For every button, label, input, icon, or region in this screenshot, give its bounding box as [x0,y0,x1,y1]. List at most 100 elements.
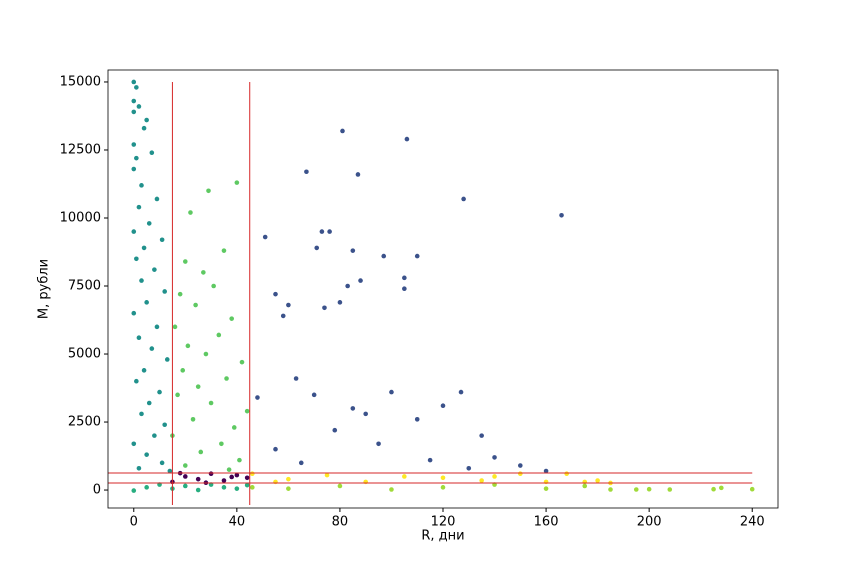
point [427,457,433,463]
point [208,400,214,406]
point [149,150,155,156]
point [183,259,188,264]
point [345,283,350,289]
point [280,313,286,319]
point [332,427,338,433]
x-tick-label: 0 [130,515,138,530]
point [595,478,600,483]
point [237,457,242,463]
y-tick-label: 12500 [60,142,101,157]
point [250,471,255,477]
point [298,460,304,466]
y-tick-label: 15000 [60,74,101,89]
point [201,270,206,275]
point [402,474,407,479]
point [286,486,291,491]
x-tick-label: 160 [534,515,559,530]
x-tick-label: 40 [229,515,246,530]
point [314,245,320,251]
x-tick-label: 80 [332,515,349,530]
point [164,357,170,362]
point [250,485,255,490]
point [440,485,446,490]
point [131,441,137,447]
point [324,472,330,478]
point [131,142,137,147]
point [234,472,240,478]
point [157,389,162,395]
point [458,389,464,395]
point [136,104,142,109]
point [131,98,137,104]
point [226,467,232,472]
point [172,324,178,330]
y-tick-label: 10000 [60,210,101,225]
point [376,441,381,447]
point [131,79,137,85]
point [131,310,137,316]
point [141,245,147,251]
point [195,384,201,389]
point [749,486,755,492]
point [311,392,317,398]
point [239,359,245,365]
point [293,376,299,381]
point [389,487,394,492]
point [193,302,198,308]
point [134,85,139,90]
point [244,475,250,481]
point [262,234,268,240]
point [461,196,466,202]
point [180,368,186,373]
point [479,478,484,483]
point [440,403,446,409]
point [134,155,139,161]
point [149,346,155,351]
point [244,482,250,488]
point [337,483,343,489]
point [183,463,188,468]
point [564,471,569,477]
point [162,422,167,428]
point [139,278,144,283]
point [183,483,188,489]
point [136,335,142,340]
point [286,476,291,482]
point [350,248,356,253]
point [203,351,209,357]
point [141,368,147,373]
x-axis-label: R, дни [421,529,464,544]
point [159,237,165,243]
point [414,253,420,259]
point [608,487,613,492]
point [355,172,361,177]
point [208,471,214,477]
point [131,488,137,493]
x-tick-label: 120 [431,515,456,530]
point [667,487,673,492]
point [144,300,149,305]
y-tick-label: 7500 [68,279,101,294]
point [183,474,188,479]
point [146,221,152,226]
point [518,471,523,477]
point [221,248,227,253]
point [131,109,137,115]
point [177,291,183,297]
point [646,486,652,492]
point [492,474,497,479]
point [136,204,142,210]
point [144,117,149,123]
point [492,455,497,460]
point [633,487,639,492]
point [211,283,216,289]
point [195,476,201,482]
point [327,229,332,234]
point [229,316,234,321]
point [381,253,387,259]
point [337,300,343,305]
point [340,128,345,134]
x-tick-label: 240 [740,515,765,530]
y-tick-label: 5000 [68,347,101,362]
